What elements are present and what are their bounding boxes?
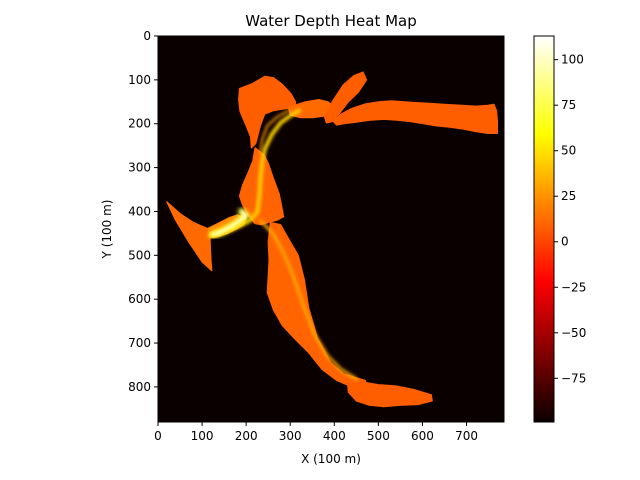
x-tick-label: 400 [323,429,346,443]
depth-hotspot-golden-gate-deep [211,210,248,236]
y-tick-label: 600 [128,292,151,306]
colorbar-tick-label: 100 [561,53,584,67]
colorbar-tick-label: −50 [561,326,586,340]
colorbar-ticks: 100 75 50 25 0 −25 −50 −75 [554,53,586,385]
depth-channel-main-shipping-channel [208,108,301,238]
x-tick-label: 100 [191,429,214,443]
chart-title: Water Depth Heat Map [245,12,417,30]
colorbar-tick-label: 0 [561,235,569,249]
plot-frame [157,35,505,423]
x-tick-label: 0 [154,429,162,443]
water-region-north-bay [238,75,297,149]
y-tick-label: 300 [128,161,151,175]
heatmap-plot-area [157,35,505,423]
colorbar-tick-label: 75 [561,98,576,112]
x-axis-label: X (100 m) [301,452,361,466]
depth-channel-north-bay-channel [259,108,292,155]
colorbar-tick-label: 50 [561,144,576,158]
y-tick-label: 0 [143,29,151,43]
y-tick-label: 200 [128,117,151,131]
colorbar-gradient [533,35,555,423]
x-tick-label: 300 [279,429,302,443]
y-tick-label: 700 [128,336,151,350]
y-tick-label: 500 [128,248,151,262]
y-tick-label: 400 [128,204,151,218]
water-region-pacific-fan [166,201,213,272]
colorbar-tick-label: −25 [561,280,586,294]
water-region-delta-west [324,71,368,124]
y-tick-label: 100 [128,73,151,87]
colorbar-tick-label: 25 [561,189,576,203]
depth-channel-south-bay-channel [258,218,358,381]
x-tick-label: 700 [455,429,478,443]
y-axis-label: Y (100 m) [100,200,114,260]
x-axis-ticks: 0 100 200 300 400 500 600 700 [154,422,478,443]
x-tick-label: 500 [367,429,390,443]
water-region-south-tip [346,381,433,408]
x-tick-label: 200 [235,429,258,443]
x-tick-label: 600 [411,429,434,443]
water-region-delta-east [332,100,498,134]
heatmap-water-layer [166,71,498,408]
y-axis-ticks: 0 100 200 300 400 500 600 700 800 [128,29,158,394]
y-tick-label: 800 [128,380,151,394]
colorbar: 100 75 50 25 0 −25 −50 −75 [533,35,586,423]
colorbar-tick-label: −75 [561,371,586,385]
